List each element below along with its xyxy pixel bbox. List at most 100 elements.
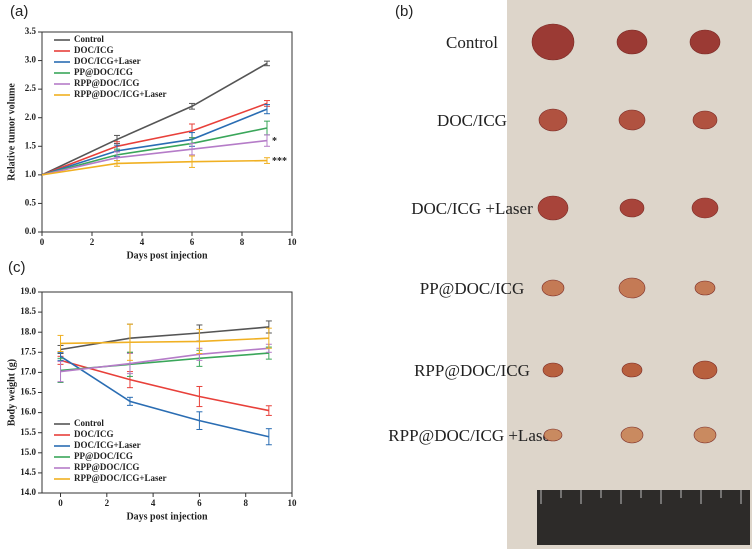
error-bar (189, 142, 195, 156)
group-label: Control (446, 33, 498, 52)
tumor (531, 23, 575, 61)
y-tick-label: 16.0 (20, 407, 36, 417)
y-tick-label: 17.0 (20, 366, 36, 376)
tumor (692, 110, 718, 130)
y-tick-label: 18.0 (20, 326, 36, 336)
tumor (618, 109, 646, 131)
tumor (616, 29, 648, 55)
x-tick-label: 0 (58, 498, 63, 508)
legend-label: DOC/ICG+Laser (74, 56, 141, 66)
series-line (60, 326, 269, 351)
y-tick-label: 0.0 (25, 226, 37, 236)
tumor (689, 29, 721, 55)
legend-label: DOC/ICG (74, 45, 114, 55)
error-bar (264, 104, 270, 115)
y-tick-label: 0.5 (25, 197, 37, 207)
error-bar (265, 428, 272, 446)
legend-label: Control (74, 418, 104, 428)
x-tick-label: 6 (197, 498, 202, 508)
error-bar (196, 385, 203, 408)
error-bar (264, 157, 270, 164)
legend-label: PP@DOC/ICG (74, 451, 133, 461)
tumor (619, 198, 645, 218)
tumor (694, 280, 716, 296)
series-line (41, 102, 268, 176)
legend-label: RPP@DOC/ICG (74, 78, 139, 88)
x-tick-label: 4 (151, 498, 156, 508)
significance-mark: * (272, 136, 277, 147)
group-label: RPP@DOC/ICG +Laser (388, 426, 556, 445)
y-axis-label: Relative tumor volume (6, 83, 17, 181)
legend-label: DOC/ICG (74, 429, 114, 439)
legend-label: Control (74, 34, 104, 44)
group-label: PP@DOC/ICG (420, 279, 524, 298)
group-label: DOC/ICG (437, 111, 507, 130)
x-tick-label: 2 (90, 237, 95, 247)
error-bar (189, 155, 195, 168)
legend-label: RPP@DOC/ICG (74, 462, 139, 472)
series-line (60, 355, 270, 438)
panel-label: (a) (10, 3, 28, 20)
x-tick-label: 0 (40, 237, 45, 247)
x-axis-label: Days post injection (126, 511, 208, 522)
y-tick-label: 1.0 (25, 169, 37, 179)
group-label: DOC/ICG +Laser (411, 199, 533, 218)
series-line (60, 359, 270, 412)
y-tick-label: 14.0 (20, 487, 36, 497)
series-line (41, 127, 268, 176)
tumor (618, 277, 646, 299)
group-label: RPP@DOC/ICG (414, 361, 530, 380)
panel-label: (c) (8, 259, 26, 276)
y-tick-label: 1.5 (25, 140, 37, 150)
y-tick-label: 2.0 (25, 112, 37, 122)
plot-frame (41, 31, 293, 233)
error-bar (57, 361, 64, 383)
y-tick-label: 17.5 (20, 346, 36, 356)
tumor (541, 279, 565, 297)
error-bar (265, 405, 272, 416)
tumor (693, 426, 717, 444)
y-tick-label: 15.0 (20, 447, 36, 457)
y-tick-label: 2.5 (25, 83, 37, 93)
x-tick-label: 8 (240, 237, 245, 247)
error-bar (264, 134, 270, 147)
series-line (41, 108, 268, 176)
y-axis-label: Body weight (g) (6, 359, 17, 426)
series-line (41, 159, 268, 176)
tumor (542, 362, 564, 378)
ruler (537, 490, 750, 545)
error-bar (196, 411, 203, 430)
tumor (621, 362, 643, 378)
tumor (543, 428, 563, 442)
legend-label: RPP@DOC/ICG+Laser (74, 89, 167, 99)
error-bar (126, 323, 133, 361)
y-tick-label: 3.0 (25, 55, 37, 65)
legend-label: PP@DOC/ICG (74, 67, 133, 77)
y-tick-label: 16.5 (20, 387, 36, 397)
significance-mark: *** (272, 156, 287, 167)
error-bar (114, 160, 120, 167)
tumor (692, 360, 718, 380)
tumor (691, 197, 719, 219)
series-line (41, 62, 268, 176)
legend-label: DOC/ICG+Laser (74, 440, 141, 450)
error-bar (57, 334, 64, 352)
y-tick-label: 3.5 (25, 26, 37, 36)
x-axis-label: Days post injection (126, 250, 208, 261)
x-tick-label: 2 (105, 498, 110, 508)
error-bar (196, 328, 203, 355)
photo-background (507, 0, 752, 549)
tumor (538, 108, 568, 132)
error-bar (126, 396, 133, 406)
error-bar (189, 102, 195, 110)
series-line (60, 347, 269, 373)
x-tick-label: 8 (243, 498, 248, 508)
x-tick-label: 10 (288, 498, 298, 508)
error-bar (265, 327, 272, 349)
series-line (41, 139, 268, 176)
x-tick-label: 4 (140, 237, 145, 247)
x-tick-label: 10 (288, 237, 298, 247)
y-tick-label: 18.5 (20, 306, 36, 316)
series-line (60, 337, 269, 345)
